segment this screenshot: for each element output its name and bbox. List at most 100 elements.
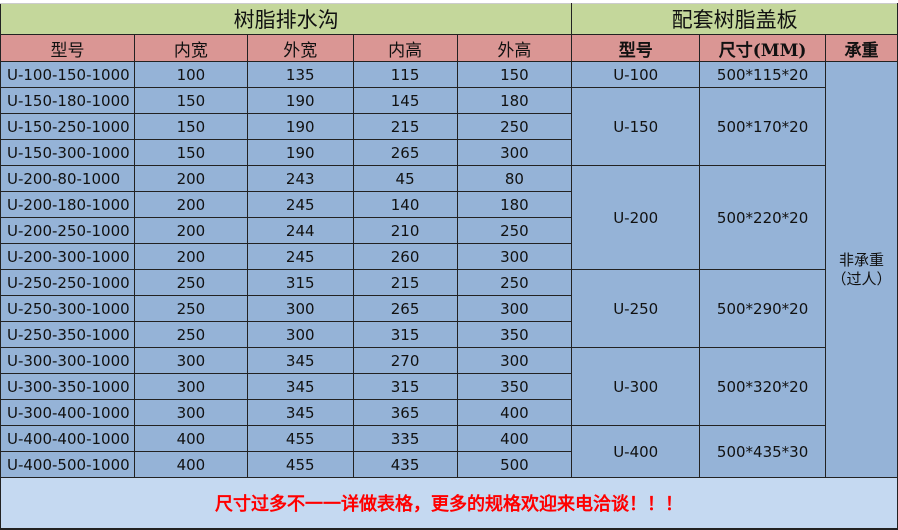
cell-outer-height: 300: [456, 347, 573, 374]
cell-inner-height: 215: [352, 269, 458, 296]
cell-cover-size: 500*320*20: [699, 347, 827, 426]
cell-outer-width: 243: [246, 165, 354, 192]
cell-outer-height: 400: [456, 399, 573, 426]
cell-model: U-400-400-1000: [0, 425, 135, 452]
cell-model: U-250-250-1000: [0, 269, 135, 296]
cell-inner-height: 260: [352, 243, 458, 270]
cell-outer-height: 250: [456, 217, 573, 244]
cell-cover-model: U-200: [571, 165, 701, 270]
table-row: U-100-150-1000 100 135 115 150 U-100 500*115*2…: [0, 61, 898, 478]
table-row: U-200-300-1000 200 245 260 300: [0, 243, 898, 270]
cell-inner-height: 115: [352, 61, 458, 88]
cell-cover-size: 500*220*20: [699, 165, 827, 270]
table-row: U-300-300-1000 300 345 270 300 U-300 500*320*2…: [0, 347, 898, 426]
cell-outer-width: 345: [246, 373, 354, 400]
cell-inner-height: 140: [352, 191, 458, 218]
cell-outer-height: 180: [456, 87, 573, 114]
header-outer-height: 外高: [456, 34, 573, 62]
cell-inner-height: 210: [352, 217, 458, 244]
cell-model: U-150-180-1000: [0, 87, 135, 114]
table-row: U-250-300-1000 250 300 265 300: [0, 295, 898, 322]
cell-model: U-200-80-1000: [0, 165, 135, 192]
cell-outer-width: 190: [246, 139, 354, 166]
cell-cover-model: U-300: [571, 347, 701, 426]
cell-model: U-250-350-1000: [0, 321, 135, 348]
cell-outer-height: 80: [456, 165, 573, 192]
cell-inner-width: 250: [133, 295, 248, 322]
cell-model: U-250-300-1000: [0, 295, 135, 322]
cell-outer-width: 190: [246, 113, 354, 140]
cell-model: U-100-150-1000: [0, 61, 135, 88]
cell-inner-width: 200: [133, 243, 248, 270]
cell-cover-size: 500*170*20: [699, 87, 827, 166]
table-row: U-400-400-1000 400 455 335 400 U-400 500*435*3…: [0, 425, 898, 478]
cell-inner-width: 400: [133, 425, 248, 452]
cell-inner-height: 145: [352, 87, 458, 114]
cell-model: U-200-250-1000: [0, 217, 135, 244]
cell-outer-width: 245: [246, 191, 354, 218]
cell-inner-width: 150: [133, 87, 248, 114]
cell-outer-height: 180: [456, 191, 573, 218]
cell-inner-height: 435: [352, 451, 458, 478]
cell-inner-width: 150: [133, 139, 248, 166]
cell-inner-width: 300: [133, 347, 248, 374]
cell-outer-width: 345: [246, 399, 354, 426]
cell-cover-model: U-400: [571, 425, 701, 478]
cell-outer-width: 244: [246, 217, 354, 244]
cell-inner-height: 215: [352, 113, 458, 140]
table-row: U-150-300-1000 150 190 265 300: [0, 139, 898, 166]
cell-inner-width: 200: [133, 217, 248, 244]
cell-outer-height: 350: [456, 321, 573, 348]
cell-model: U-150-250-1000: [0, 113, 135, 140]
header-inner-height: 内高: [352, 34, 458, 62]
footer-note: 尺寸过多不一一详做表格，更多的规格欢迎来电洽谈！！！: [0, 477, 898, 530]
table-row: U-200-80-1000 200 243 45 80 U-200 500*220*20: [0, 165, 898, 270]
cell-outer-width: 190: [246, 87, 354, 114]
cell-outer-height: 300: [456, 139, 573, 166]
table-row: U-300-350-1000 300 345 315 350: [0, 373, 898, 400]
cell-inner-height: 45: [352, 165, 458, 192]
cell-outer-height: 350: [456, 373, 573, 400]
header-model: 型号: [0, 34, 135, 62]
cell-outer-height: 300: [456, 295, 573, 322]
cell-inner-width: 150: [133, 113, 248, 140]
header-cover-model: 型号: [571, 34, 701, 62]
cell-inner-height: 365: [352, 399, 458, 426]
spec-table: 树脂排水沟 配套树脂盖板 型号 内宽 外宽 内高 外高 型号 尺寸(MM) 承重…: [0, 3, 898, 530]
cell-inner-width: 200: [133, 165, 248, 192]
table-row: U-200-250-1000 200 244 210 250: [0, 217, 898, 244]
table-row: U-200-180-1000 200 245 140 180: [0, 191, 898, 218]
cell-inner-height: 315: [352, 321, 458, 348]
cell-inner-width: 250: [133, 269, 248, 296]
table-row: U-150-180-1000 150 190 145 180 U-150 500*170*2…: [0, 87, 898, 166]
table-row: U-250-250-1000 250 315 215 250 U-250 500*290*2…: [0, 269, 898, 348]
cell-inner-height: 335: [352, 425, 458, 452]
cell-cover-size: 500*115*20: [699, 61, 827, 88]
header-inner-width: 内宽: [133, 34, 248, 62]
cell-model: U-300-400-1000: [0, 399, 135, 426]
cell-inner-width: 300: [133, 399, 248, 426]
cell-outer-width: 315: [246, 269, 354, 296]
cell-model: U-200-300-1000: [0, 243, 135, 270]
cell-outer-width: 300: [246, 321, 354, 348]
table-row: U-250-350-1000 250 300 315 350: [0, 321, 898, 348]
cell-load: 非承重（过人）: [825, 61, 898, 478]
cell-inner-width: 400: [133, 451, 248, 478]
cell-cover-size: 500*435*30: [699, 425, 827, 478]
header-cover-size: 尺寸(MM): [699, 34, 827, 62]
cell-outer-width: 455: [246, 451, 354, 478]
cell-model: U-300-350-1000: [0, 373, 135, 400]
table-row: U-150-250-1000 150 190 215 250: [0, 113, 898, 140]
cell-model: U-400-500-1000: [0, 451, 135, 478]
cell-cover-model: U-100: [571, 61, 701, 88]
cell-outer-width: 245: [246, 243, 354, 270]
cell-cover-model: U-150: [571, 87, 701, 166]
cell-model: U-300-300-1000: [0, 347, 135, 374]
cell-cover-size: 500*290*20: [699, 269, 827, 348]
cell-outer-width: 345: [246, 347, 354, 374]
cover-title: 配套树脂盖板: [571, 3, 898, 35]
cell-model: U-150-300-1000: [0, 139, 135, 166]
cell-outer-height: 150: [456, 61, 573, 88]
drain-title: 树脂排水沟: [0, 3, 573, 35]
cell-outer-width: 135: [246, 61, 354, 88]
